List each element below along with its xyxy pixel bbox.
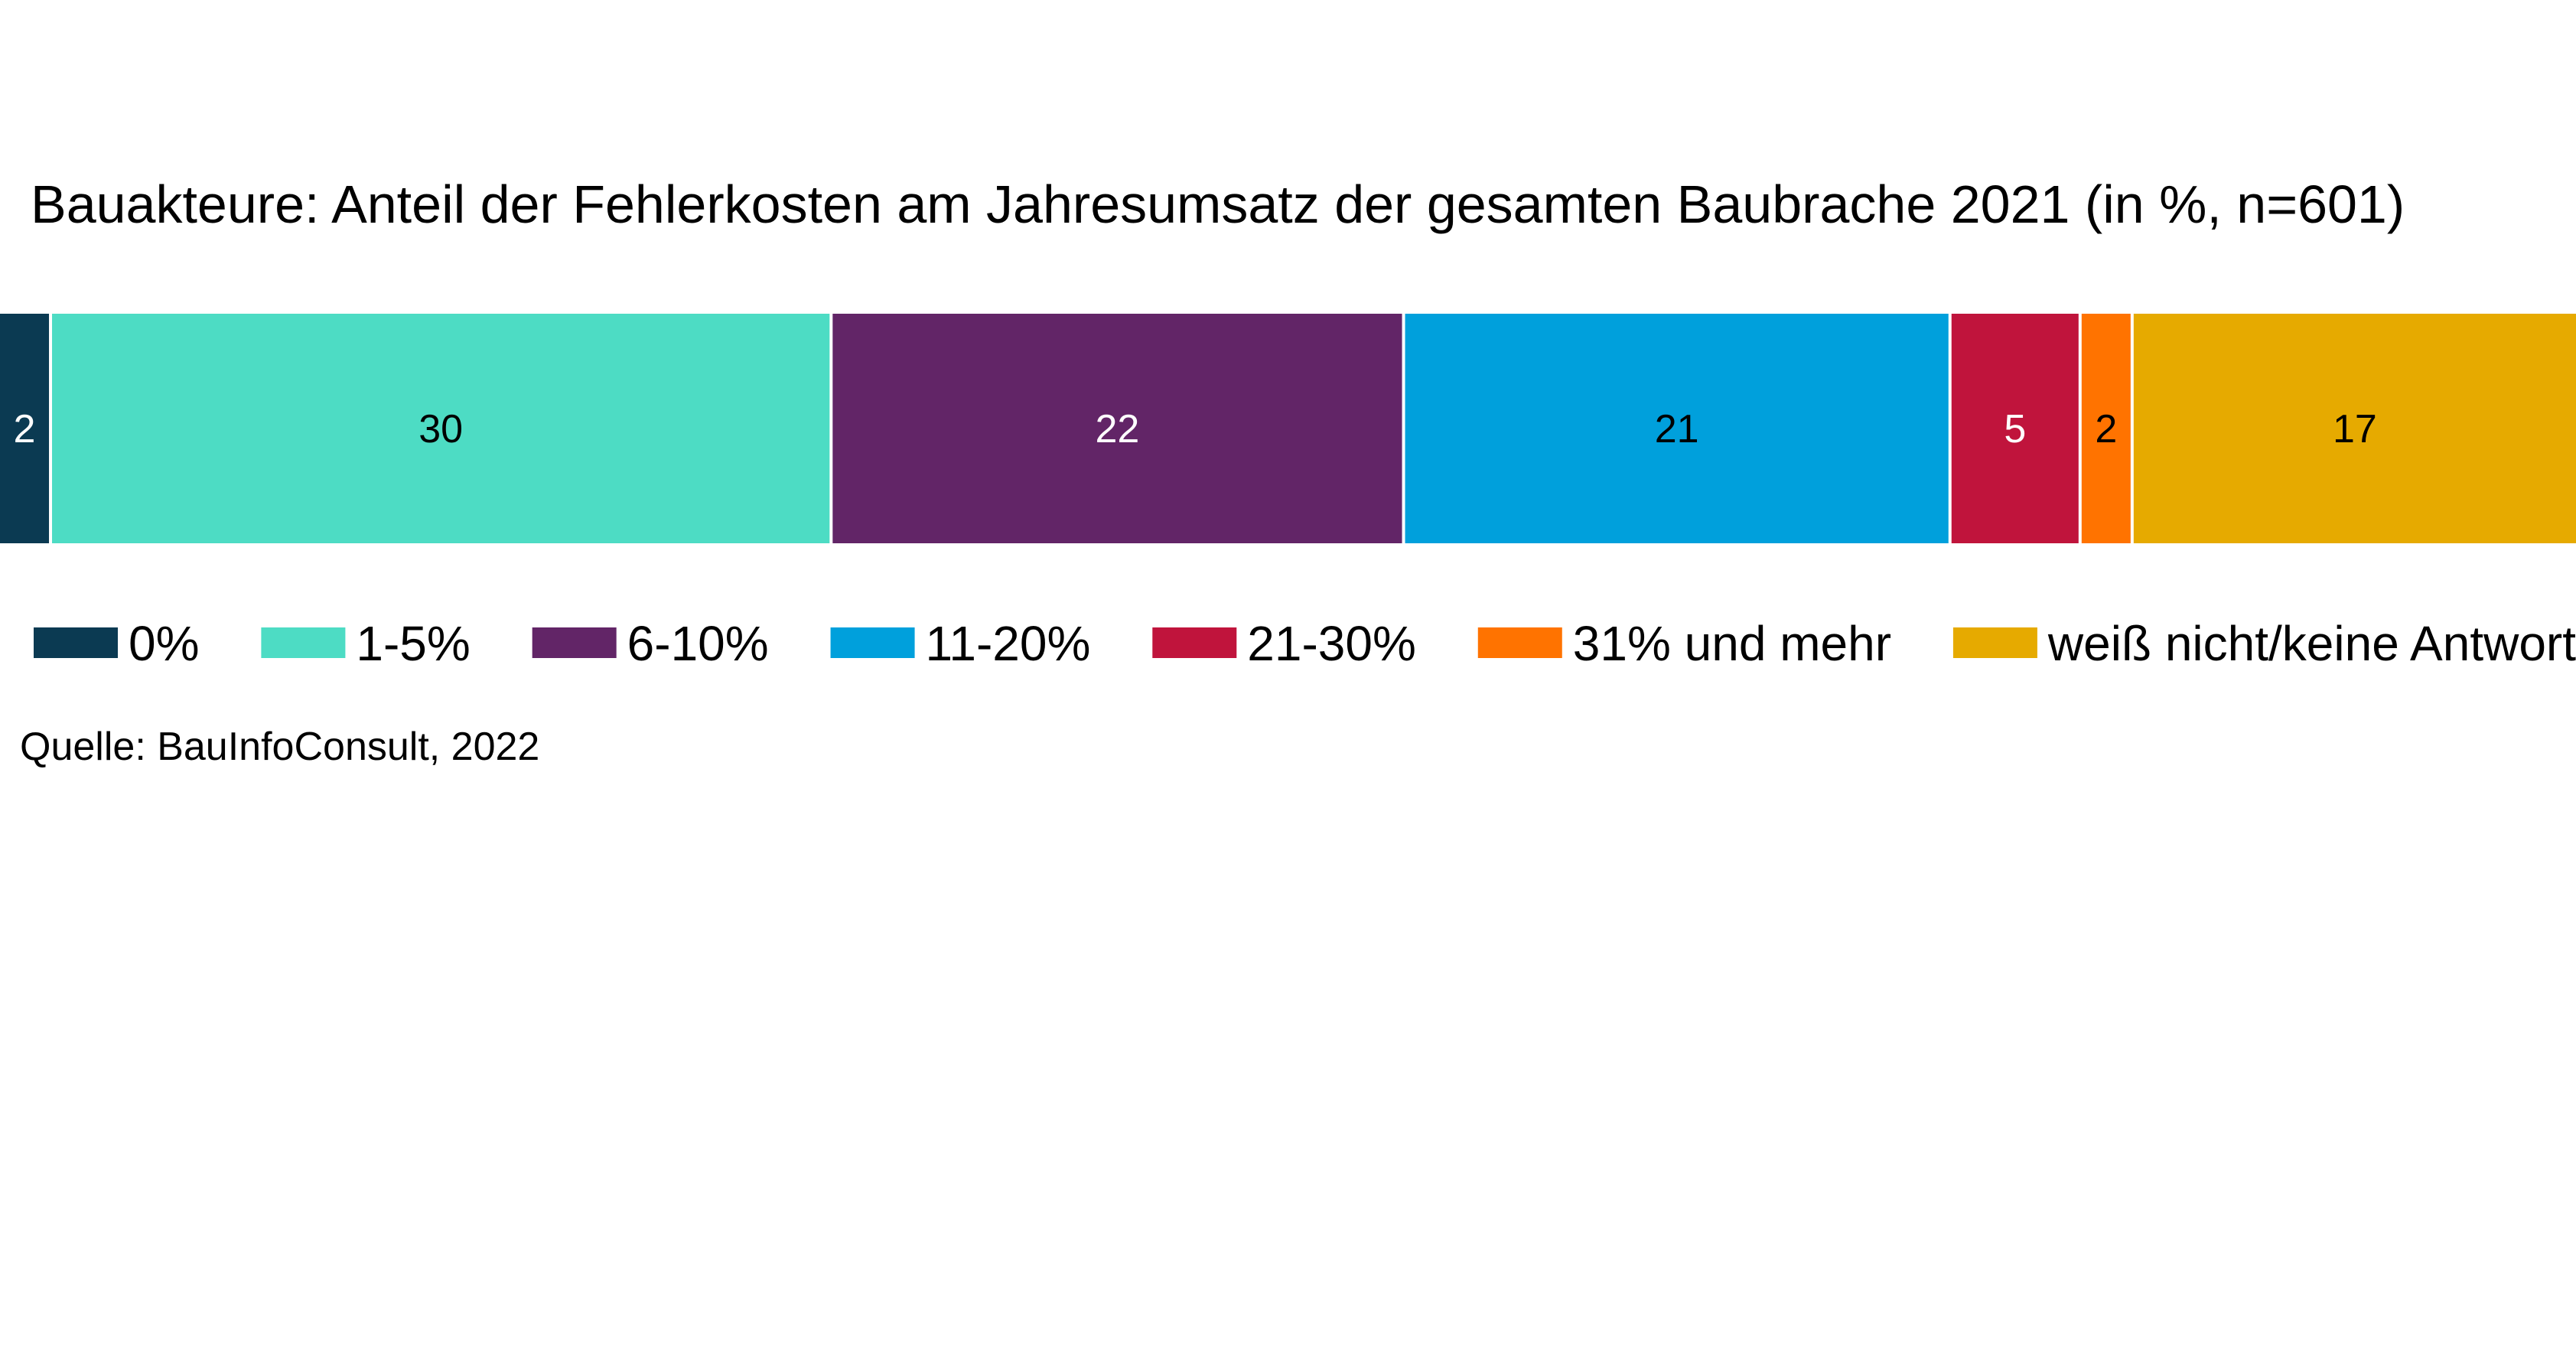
legend-item-5: 21-30% — [1152, 616, 1416, 671]
bar-value-label-2: 30 — [418, 407, 463, 451]
legend-swatch-4 — [830, 627, 915, 658]
legend-label-4: 11-20% — [926, 616, 1091, 671]
legend-item-3: 6-10% — [532, 616, 769, 671]
bar-segment-2 — [52, 314, 830, 543]
legend-item-4: 11-20% — [830, 616, 1091, 671]
legend-label-1: 0% — [129, 616, 200, 671]
bar-segment-3 — [832, 314, 1402, 543]
bar-value-label-4: 21 — [1655, 407, 1699, 451]
legend-swatch-1 — [34, 627, 118, 658]
bar-value-label-6: 2 — [2095, 407, 2117, 451]
stacked-bar: 2 30 22 21 5 2 17 — [0, 314, 2576, 543]
bar-value-label-7: 17 — [2333, 407, 2377, 451]
bar-segment-6 — [2081, 314, 2131, 543]
legend-swatch-7 — [1952, 627, 2037, 658]
legend-label-2: 1-5% — [356, 616, 470, 671]
bar-segment-5 — [1951, 314, 2079, 543]
legend-item-2: 1-5% — [261, 616, 471, 671]
bar-value-label-5: 5 — [2004, 407, 2026, 451]
legend-swatch-6 — [1477, 627, 1562, 658]
chart-title: Bauakteure: Anteil der Fehlerkosten am J… — [31, 174, 2405, 234]
legend-label-5: 21-30% — [1247, 616, 1416, 671]
bar-segment-7 — [2133, 314, 2576, 543]
bar-value-label-1: 2 — [14, 407, 36, 451]
bar-segment-1 — [0, 314, 50, 543]
bar-value-label-3: 22 — [1096, 407, 1140, 451]
source-note: Quelle: BauInfoConsult, 2022 — [20, 725, 540, 769]
legend-label-3: 6-10% — [627, 616, 769, 671]
legend-label-7: weiß nicht/keine Antwort — [2047, 616, 2576, 671]
legend-swatch-2 — [261, 627, 346, 658]
bar-segment-4 — [1405, 314, 1949, 543]
legend-swatch-5 — [1152, 627, 1237, 658]
legend: 0% 1-5% 6-10% 11-20% 21-30% 31% und mehr weiß … — [34, 616, 2576, 671]
legend-item-6: 31% und mehr — [1477, 616, 1891, 671]
legend-label-6: 31% und mehr — [1573, 616, 1891, 671]
legend-swatch-3 — [532, 627, 617, 658]
legend-item-7: weiß nicht/keine Antwort — [1952, 616, 2576, 671]
legend-item-1: 0% — [34, 616, 200, 671]
